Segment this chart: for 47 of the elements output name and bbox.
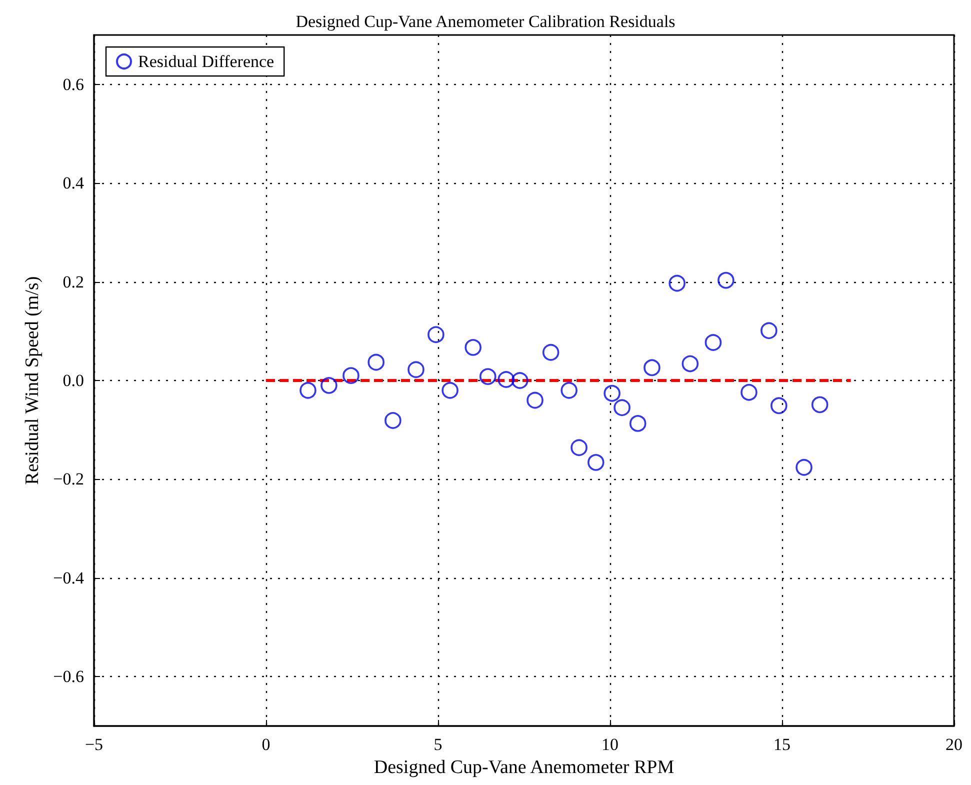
y-tick-label: 0.2 (62, 272, 84, 292)
y-tick-label: −0.4 (53, 568, 84, 588)
y-axis-title: Residual Wind Speed (m/s) (22, 276, 43, 485)
point (320, 377, 338, 394)
point (479, 368, 496, 385)
chart-title: Designed Cup-Vane Anemometer Calibration Residuals (296, 12, 676, 31)
y-tick-label: −0.2 (53, 470, 84, 489)
y-tick-label: 0.0 (62, 371, 84, 390)
x-tick-label: 5 (434, 735, 442, 754)
point (342, 367, 360, 384)
x-tick-label: 0 (262, 735, 270, 754)
point (526, 392, 544, 409)
point (428, 326, 444, 343)
point (770, 397, 788, 414)
point (614, 399, 630, 416)
point (464, 339, 482, 356)
point (560, 382, 578, 399)
y-tick-label: −0.6 (53, 667, 84, 686)
point (682, 355, 699, 372)
x-axis-title: Designed Cup-Vane Anemometer RPM (374, 757, 674, 778)
point (300, 382, 316, 399)
point (570, 439, 588, 456)
point (604, 384, 620, 402)
point (511, 372, 528, 389)
y-tick-label: 0.4 (62, 174, 84, 193)
point (718, 272, 734, 289)
point (740, 384, 758, 401)
point (368, 354, 384, 371)
point (668, 274, 686, 292)
point (542, 344, 560, 361)
x-tick-label: 15 (774, 735, 790, 754)
point (644, 359, 660, 376)
point (760, 322, 778, 340)
x-tick-label: −5 (84, 735, 104, 754)
point (704, 334, 722, 351)
point (408, 361, 424, 378)
point (498, 371, 515, 388)
point (384, 412, 402, 429)
point (588, 454, 604, 471)
legend-label: Residual Difference (138, 52, 274, 71)
point (796, 458, 812, 476)
point (442, 382, 458, 399)
y-tick-label: 0.6 (62, 74, 84, 94)
point (629, 415, 646, 432)
x-tick-label: 10 (602, 735, 618, 754)
x-tick-label: 20 (946, 735, 962, 754)
point (811, 396, 828, 414)
